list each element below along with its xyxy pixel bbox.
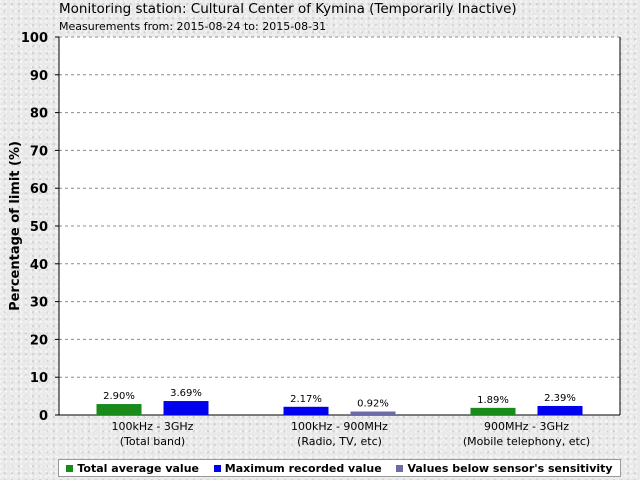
y-tick-label: 20 (30, 333, 48, 348)
x-tick-label: 100kHz - 900MHz (291, 420, 388, 433)
x-tick-sublabel: (Mobile telephony, etc) (463, 435, 590, 448)
y-tick-label: 70 (30, 144, 48, 159)
bar (96, 404, 142, 415)
y-tick-label: 90 (30, 69, 48, 84)
bar (163, 401, 209, 415)
x-tick-sublabel: (Radio, TV, etc) (297, 435, 382, 448)
y-tick-label: 30 (30, 296, 48, 311)
bar-value-label: 2.17% (290, 394, 322, 405)
plot-area (59, 37, 620, 415)
legend-item: Maximum recorded value (213, 461, 382, 475)
y-tick-label: 100 (21, 31, 48, 46)
y-tick-label: 80 (30, 107, 48, 122)
y-tick-label: 50 (30, 220, 48, 235)
y-tick-label: 40 (30, 258, 48, 273)
bar-value-label: 2.39% (544, 393, 576, 404)
legend-label: Values below sensor's sensitivity (407, 461, 613, 475)
legend-swatch (396, 464, 404, 472)
bar-value-label: 2.90% (103, 391, 135, 402)
x-tick-sublabel: (Total band) (120, 435, 185, 448)
chart-legend: Total average value Maximum recorded valu… (58, 459, 621, 477)
y-tick-label: 10 (30, 371, 48, 386)
y-axis-label: Percentage of limit (%) (8, 141, 23, 311)
bar (350, 411, 396, 415)
bar-value-label: 0.92% (357, 399, 389, 410)
x-tick-label: 900MHz - 3GHz (484, 420, 569, 433)
x-tick-label: 100kHz - 3GHz (112, 420, 194, 433)
bar (470, 407, 516, 415)
legend-item: Total average value (66, 462, 199, 475)
bar (283, 406, 329, 415)
legend-swatch (213, 464, 221, 472)
legend-item: Values below sensor's sensitivity (396, 461, 613, 475)
bar-value-label: 3.69% (170, 388, 202, 399)
bar (537, 405, 583, 415)
bar-chart: 0 10 20 30 40 50 60 70 80 90 100 Percentage of limi… (8, 31, 621, 448)
bar-value-label: 1.89% (477, 395, 509, 406)
legend-label: Maximum recorded value (224, 461, 382, 475)
legend-swatch (66, 464, 74, 472)
y-tick-label: 0 (39, 409, 48, 424)
chart-title: Monitoring station: Cultural Center of K… (59, 1, 517, 17)
chart-subtitle: Measurements from: 2015-08-24 to: 2015-0… (59, 20, 327, 33)
legend-label: Total average value (77, 461, 199, 475)
y-tick-label: 60 (30, 182, 48, 197)
